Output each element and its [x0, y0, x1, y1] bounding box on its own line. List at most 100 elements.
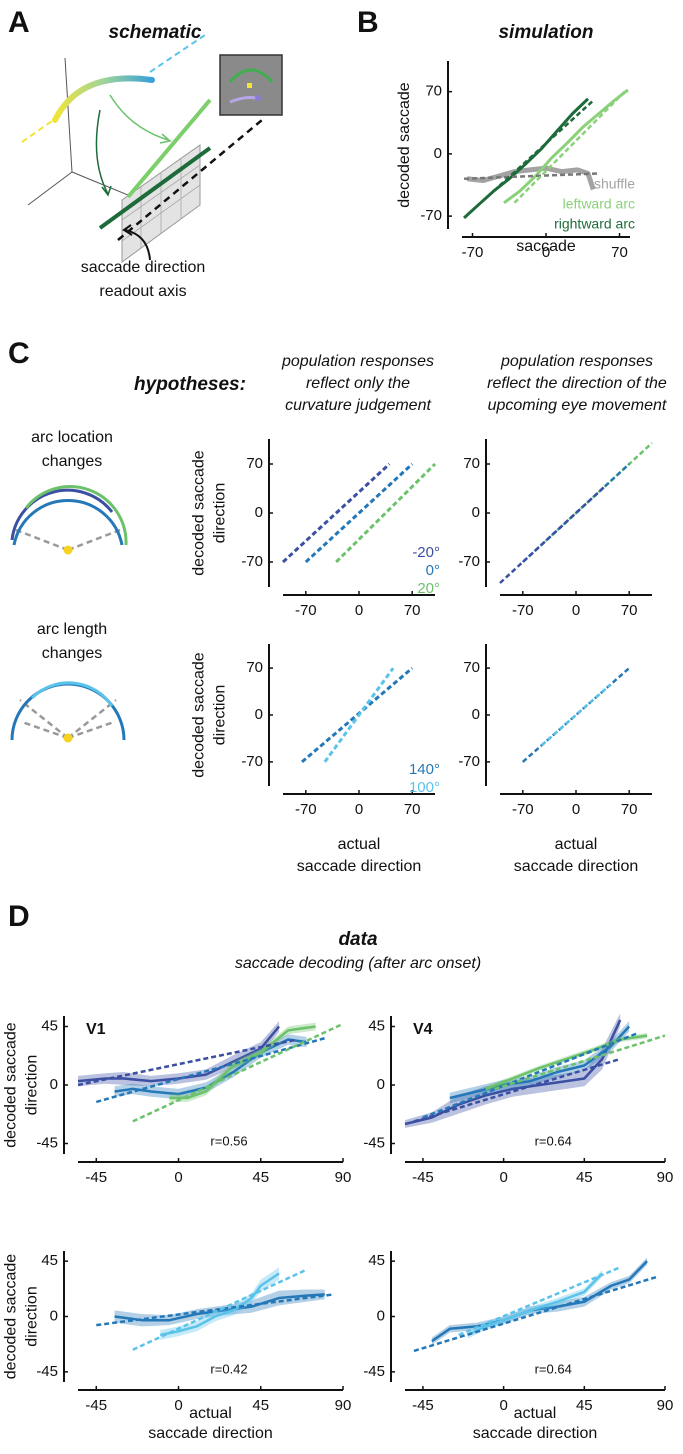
x-tick-label: 90: [657, 1397, 674, 1414]
y-tick-label: -45: [363, 1363, 385, 1380]
y-tick-label: 0: [50, 1307, 58, 1324]
readout-label: saccade direction: [81, 259, 206, 276]
y-axis-label: decoded saccade: [3, 1022, 20, 1148]
x-tick-label: -70: [512, 602, 534, 619]
data-line: [467, 1272, 604, 1337]
fit-line: [413, 1057, 621, 1123]
y-tick-label: 45: [41, 1017, 58, 1034]
x-tick-label: 70: [404, 602, 421, 619]
x-tick-label: 0: [572, 602, 580, 619]
x-axis-label: saccade direction: [514, 858, 639, 875]
panel-label: D: [8, 900, 30, 933]
x-tick-label: 70: [404, 801, 421, 818]
panel-label: C: [8, 337, 30, 370]
fit-line: [132, 1022, 344, 1123]
legend-label: 100°: [409, 779, 440, 796]
data-line: [114, 1293, 325, 1322]
fit-line: [513, 90, 626, 204]
annotation: r=0.64: [535, 1133, 572, 1148]
data-line: [449, 1025, 631, 1100]
y-tick-label: -70: [458, 753, 480, 770]
fit-line: [301, 666, 414, 764]
annotation: r=0.64: [535, 1361, 572, 1376]
y-tick-label: -70: [458, 553, 480, 570]
x-tick-label: 90: [335, 1397, 352, 1414]
row-label: changes: [42, 453, 103, 470]
x-tick-label: 90: [335, 1169, 352, 1186]
fit-line: [499, 484, 608, 584]
x-tick-label: 0: [572, 801, 580, 818]
y-tick-label: 70: [246, 455, 263, 472]
y-tick-label: 45: [368, 1252, 385, 1269]
annotation: r=0.56: [210, 1133, 247, 1148]
data-subtitle: saccade decoding (after arc onset): [235, 955, 481, 972]
panel-label: B: [357, 6, 379, 39]
fit-line: [335, 462, 437, 564]
schematic: [21, 34, 283, 263]
data-line: [466, 165, 596, 191]
x-axis-label: actual: [189, 1405, 232, 1422]
fit-line: [77, 1038, 298, 1087]
fit-line: [463, 99, 595, 219]
fit-line: [458, 1266, 621, 1337]
arc-icon: [10, 681, 126, 743]
legend-label: 20°: [417, 580, 440, 597]
y-tick-label: -45: [363, 1134, 385, 1151]
legend-label: shuffle: [594, 176, 635, 192]
legend-label: rightward arc: [554, 216, 635, 232]
y-axis-label: decoded saccade: [191, 652, 208, 778]
x-tick-label: 0: [499, 1397, 507, 1414]
x-axis-label: actual: [555, 836, 598, 853]
legend-label: 0°: [426, 562, 440, 579]
fit-line: [304, 462, 414, 564]
column-header: population responses: [281, 353, 434, 370]
error-band: [114, 1034, 307, 1100]
chart-title: simulation: [498, 22, 593, 43]
y-tick-label: -45: [36, 1134, 58, 1151]
x-tick-label: 0: [499, 1169, 507, 1186]
x-axis-label: actual: [514, 1405, 557, 1422]
x-tick-label: -45: [85, 1397, 107, 1414]
x-tick-label: -70: [295, 801, 317, 818]
x-tick-label: -45: [412, 1169, 434, 1186]
y-tick-label: 0: [434, 145, 442, 162]
y-tick-label: 0: [255, 504, 263, 521]
x-tick-label: -70: [512, 801, 534, 818]
y-tick-label: -70: [420, 207, 442, 224]
y-tick-label: -45: [36, 1363, 58, 1380]
x-axis-label: actual: [338, 836, 381, 853]
fit-line: [521, 463, 631, 563]
x-tick-label: 0: [174, 1397, 182, 1414]
schematic-title: schematic: [109, 22, 202, 43]
panel-label: A: [8, 6, 30, 39]
arc-icon: [10, 485, 128, 555]
x-tick-label: 90: [657, 1169, 674, 1186]
chart-title: V4: [413, 1021, 433, 1038]
y-tick-label: -70: [241, 553, 263, 570]
x-tick-label: 70: [611, 244, 628, 261]
y-axis-label: decoded saccade: [191, 450, 208, 576]
x-tick-label: 0: [355, 602, 363, 619]
y-tick-label: 0: [377, 1076, 385, 1093]
data-line: [159, 1272, 280, 1337]
y-tick-label: 0: [255, 706, 263, 723]
annotation: r=0.42: [210, 1361, 247, 1376]
fit-line: [521, 667, 631, 763]
y-tick-label: 0: [50, 1076, 58, 1093]
data-title: data: [338, 929, 378, 950]
y-tick-label: 0: [377, 1307, 385, 1324]
legend-label: 140°: [409, 761, 440, 778]
y-tick-label: 70: [425, 83, 442, 100]
readout-label: readout axis: [99, 283, 186, 300]
column-header: curvature judgement: [285, 397, 431, 414]
row-label: arc location: [31, 429, 113, 446]
error-band: [449, 1021, 630, 1104]
fit-line: [494, 1034, 666, 1091]
x-axis-label: saccade direction: [148, 1425, 273, 1442]
x-tick-label: 70: [621, 602, 638, 619]
x-axis-label: saccade: [516, 238, 576, 255]
y-axis-label: direction: [212, 483, 229, 543]
y-tick-label: 0: [472, 504, 480, 521]
fit-line: [540, 683, 612, 747]
